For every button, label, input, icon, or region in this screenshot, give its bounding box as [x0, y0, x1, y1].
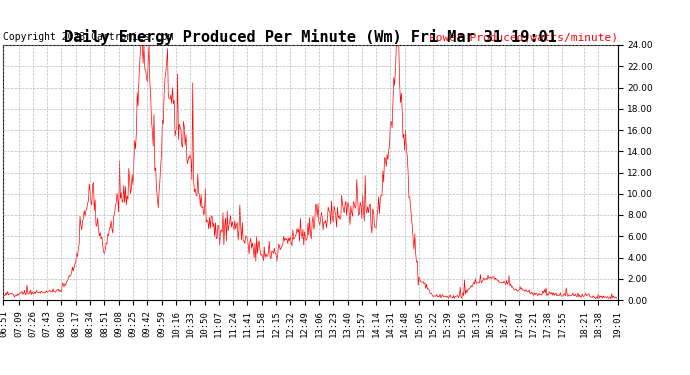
Text: Power Produced(watts/minute): Power Produced(watts/minute) — [428, 33, 618, 42]
Title: Daily Energy Produced Per Minute (Wm) Fri Mar 31 19:01: Daily Energy Produced Per Minute (Wm) Fr… — [64, 29, 557, 45]
Text: Copyright 2023 Cartronics.com: Copyright 2023 Cartronics.com — [3, 33, 174, 42]
